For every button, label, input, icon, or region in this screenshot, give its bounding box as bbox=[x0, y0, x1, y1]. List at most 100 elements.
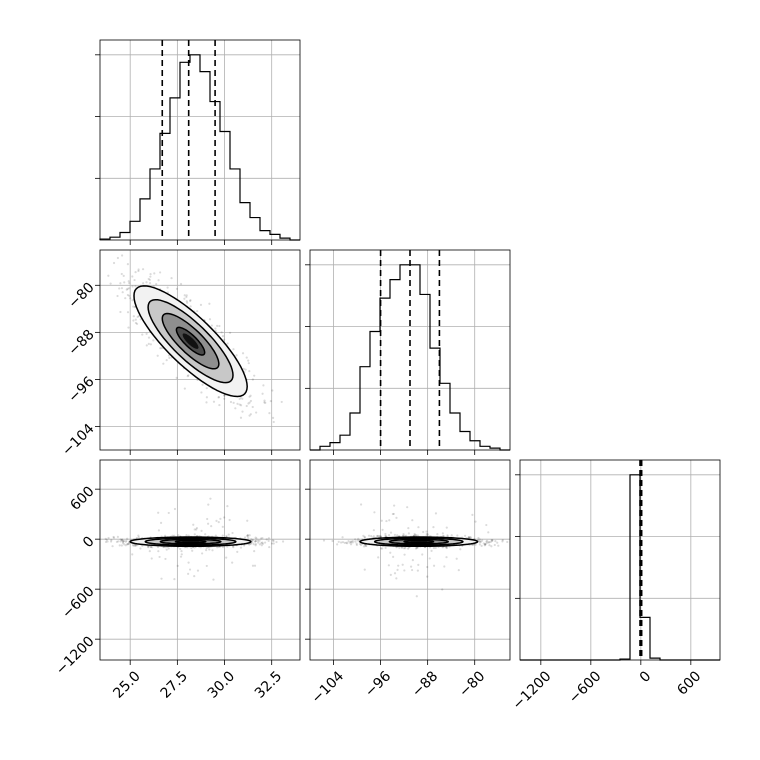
sample-point bbox=[479, 540, 483, 543]
sample-point bbox=[218, 324, 221, 328]
sample-point bbox=[426, 575, 429, 578]
contour-line bbox=[161, 312, 220, 370]
sample-point bbox=[260, 544, 263, 547]
sample-point bbox=[258, 543, 262, 546]
sample-point bbox=[253, 550, 256, 553]
sample-point bbox=[247, 536, 250, 539]
sample-point bbox=[201, 383, 204, 386]
sample-point bbox=[187, 561, 190, 564]
sample-point bbox=[403, 569, 406, 572]
sample-point bbox=[459, 548, 462, 551]
sample-point bbox=[485, 541, 489, 544]
sample-point bbox=[488, 544, 491, 547]
sample-point bbox=[405, 534, 408, 537]
sample-point bbox=[232, 546, 235, 549]
sample-point bbox=[370, 535, 373, 538]
sample-point bbox=[469, 536, 472, 539]
sample-point bbox=[119, 310, 122, 314]
sample-point bbox=[411, 519, 414, 522]
sample-point bbox=[402, 547, 406, 550]
sample-point bbox=[396, 534, 399, 537]
panel-frame bbox=[309, 249, 511, 451]
sample-point bbox=[216, 324, 219, 327]
sample-point bbox=[395, 577, 398, 580]
sample-point bbox=[232, 401, 235, 404]
histogram-step-line bbox=[520, 474, 720, 661]
sample-point bbox=[256, 539, 260, 542]
sample-point bbox=[121, 540, 125, 543]
sample-point bbox=[496, 541, 499, 544]
sample-point bbox=[189, 299, 192, 302]
sample-point bbox=[210, 324, 213, 327]
sample-point bbox=[467, 536, 470, 539]
sample-point bbox=[205, 549, 208, 552]
sample-point bbox=[223, 516, 226, 519]
sample-point bbox=[245, 356, 248, 359]
sample-point bbox=[120, 538, 123, 542]
sample-point bbox=[396, 568, 399, 571]
panel-frame bbox=[99, 249, 301, 451]
sample-point bbox=[395, 516, 398, 519]
y-tick-label: 0 bbox=[80, 534, 98, 552]
sample-point bbox=[167, 354, 171, 357]
sample-point bbox=[131, 299, 134, 302]
sample-point bbox=[204, 533, 207, 536]
sample-point bbox=[122, 539, 126, 543]
sample-point bbox=[229, 400, 233, 404]
sample-point bbox=[133, 278, 136, 282]
sample-point bbox=[271, 416, 275, 419]
sample-point bbox=[120, 254, 124, 257]
sample-point bbox=[123, 543, 126, 546]
sample-point bbox=[164, 534, 167, 537]
sample-point bbox=[348, 541, 351, 544]
sample-point bbox=[243, 536, 247, 539]
sample-point bbox=[128, 287, 131, 290]
sample-point bbox=[149, 273, 152, 276]
sample-point bbox=[234, 407, 237, 410]
sample-point bbox=[247, 362, 250, 365]
sample-point bbox=[430, 549, 433, 553]
sample-point bbox=[167, 547, 170, 550]
y-tick-label: −80 bbox=[65, 280, 97, 312]
sample-point bbox=[212, 578, 215, 581]
contour-line bbox=[133, 285, 248, 398]
histogram-panel-param-2: −1200 −600 0 600 bbox=[510, 459, 721, 713]
sample-point bbox=[403, 553, 406, 556]
sample-point bbox=[241, 352, 245, 355]
sample-point bbox=[239, 416, 243, 419]
sample-point bbox=[339, 541, 343, 544]
sample-point bbox=[249, 399, 253, 403]
sample-point bbox=[253, 374, 256, 377]
sample-point bbox=[443, 565, 446, 568]
sample-point bbox=[159, 521, 163, 524]
sample-point bbox=[385, 519, 388, 523]
sample-point bbox=[384, 546, 387, 550]
sample-point bbox=[235, 354, 238, 357]
sample-point bbox=[238, 403, 241, 406]
panel-content bbox=[100, 497, 285, 581]
sample-point bbox=[195, 527, 199, 530]
y-tick-label: −88 bbox=[65, 327, 97, 359]
sample-point bbox=[175, 287, 179, 290]
sample-point bbox=[145, 344, 148, 347]
sample-point bbox=[107, 536, 110, 540]
sample-point bbox=[389, 531, 393, 534]
panel-frame bbox=[99, 39, 301, 241]
sample-point bbox=[263, 401, 266, 404]
sample-point bbox=[137, 268, 140, 271]
sample-point bbox=[121, 538, 124, 541]
sample-point bbox=[223, 338, 226, 341]
sample-point bbox=[127, 326, 130, 329]
sample-point bbox=[403, 534, 406, 537]
sample-point bbox=[160, 577, 163, 580]
sample-point bbox=[226, 342, 229, 345]
sample-point bbox=[244, 368, 247, 371]
sample-point bbox=[491, 539, 494, 542]
sample-point bbox=[147, 545, 150, 549]
sample-point bbox=[183, 387, 186, 390]
sample-point bbox=[385, 535, 388, 538]
x-tick-label: 600 bbox=[674, 668, 704, 698]
sample-point bbox=[400, 546, 403, 549]
sample-point bbox=[134, 544, 138, 547]
sample-point bbox=[483, 544, 486, 547]
